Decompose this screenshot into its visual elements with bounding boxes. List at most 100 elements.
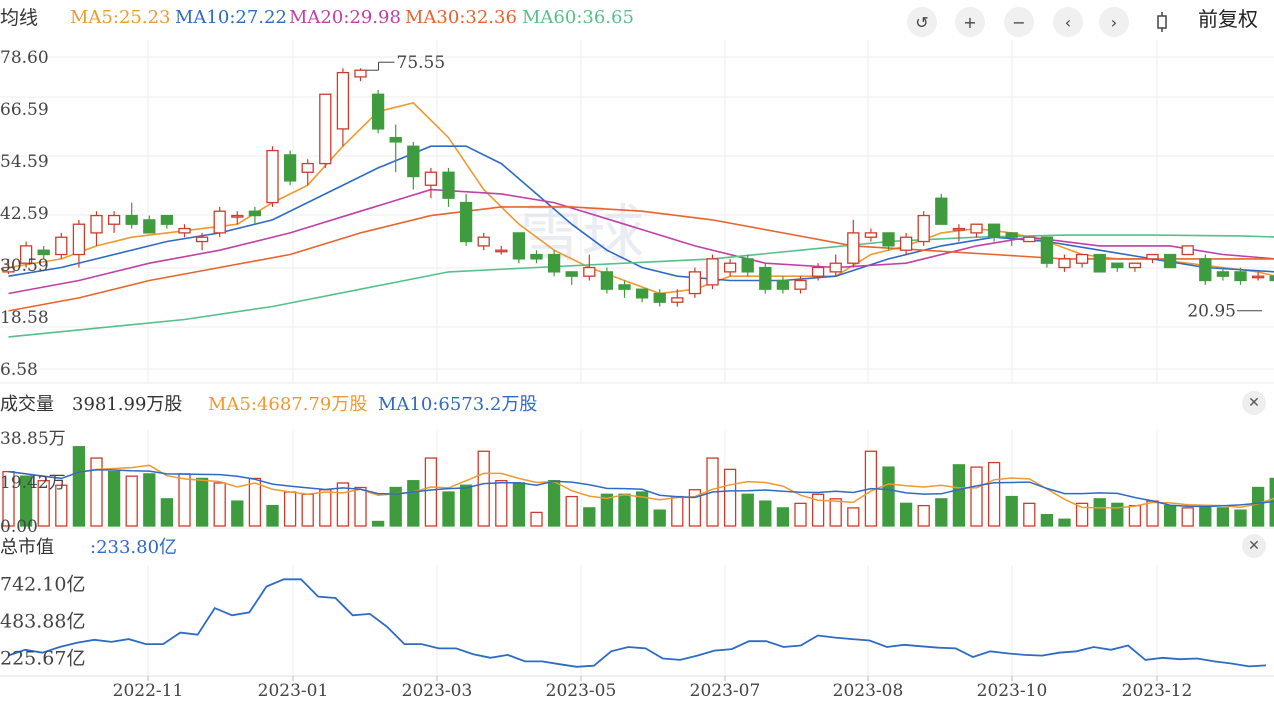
volume-bar (654, 510, 665, 526)
volume-ma10-legend: MA10:6573.2万股 (378, 395, 537, 415)
x-axis-label: 2023-01 (258, 681, 329, 701)
volume-bar (161, 499, 172, 526)
candle-body (883, 233, 894, 246)
volume-bar (109, 472, 120, 526)
candle-body (408, 146, 419, 176)
candle-body (285, 155, 296, 181)
price-tick-label: 18.58 (0, 308, 49, 328)
volume-bar (918, 506, 929, 526)
price-tick-label: 78.60 (0, 48, 49, 68)
x-axis-label: 2023-12 (1122, 681, 1193, 701)
candle-body (1059, 259, 1070, 268)
candle-body (302, 164, 313, 173)
volume-bar (549, 481, 560, 526)
undo-icon[interactable]: ↺ (907, 7, 937, 37)
volume-bar (883, 467, 894, 526)
volume-bar (1059, 519, 1070, 526)
candle-body (901, 237, 912, 250)
candle-body (725, 263, 736, 272)
volume-bar (777, 508, 788, 526)
zoom-in-icon[interactable]: + (955, 7, 985, 37)
candle-body (953, 229, 964, 231)
volume-bar (1253, 487, 1264, 526)
candle-body (971, 224, 982, 233)
candle-body (601, 272, 612, 289)
volume-bar (1024, 503, 1035, 526)
volume-bar (1129, 506, 1140, 526)
candle-body (109, 216, 120, 225)
candle-body (795, 281, 806, 290)
volume-tick-label: 19.42万 (0, 473, 66, 493)
chevron-left-icon[interactable]: ‹ (1053, 7, 1083, 37)
candle-body (56, 237, 67, 254)
price-tick-label: 30.59 (0, 256, 49, 276)
volume-bar (214, 483, 225, 526)
ma-legend-title: 均线 (0, 8, 38, 28)
adjust-mode-button[interactable]: 前复权 (1198, 9, 1258, 29)
volume-bar (1200, 506, 1211, 526)
candle-body (390, 138, 401, 142)
candle-body (478, 237, 489, 246)
volume-bar (742, 494, 753, 526)
candle-body (38, 250, 49, 254)
volume-bar (901, 503, 912, 526)
candle-body (707, 259, 718, 285)
min-price-label: 20.95 (1187, 302, 1236, 322)
volume-bar (584, 508, 595, 526)
chevron-right-icon[interactable]: › (1099, 7, 1129, 37)
market-cap-legend-value: :233.80亿 (90, 538, 177, 558)
volume-bar (302, 494, 313, 526)
candle-body (337, 73, 348, 129)
candle-body (1112, 263, 1123, 267)
volume-bar (267, 506, 278, 526)
candle-body (848, 233, 859, 263)
volume-bar (1094, 499, 1105, 526)
x-axis-label: 2023-05 (546, 681, 617, 701)
volume-bar (1182, 508, 1193, 526)
candle-body (531, 255, 542, 259)
candle-body (232, 216, 243, 218)
candle-body (425, 172, 436, 185)
x-axis-label: 2023-07 (690, 681, 761, 701)
volume-bar (496, 481, 507, 526)
candle-body (161, 216, 172, 225)
volume-bar (531, 512, 542, 526)
volume-bar (126, 476, 137, 526)
volume-bar (830, 499, 841, 526)
candle-body (1129, 263, 1140, 267)
volume-bar (725, 469, 736, 526)
close-market-cap-icon[interactable]: ✕ (1242, 534, 1266, 558)
candle-body (1200, 259, 1211, 281)
volume-bar (408, 481, 419, 526)
candle-body (144, 220, 155, 233)
price-tick-label: 42.59 (0, 204, 49, 224)
volume-bar (619, 494, 630, 526)
volume-legend-value: 3981.99万股 (72, 395, 182, 415)
market-cap-tick-label: 742.10亿 (0, 573, 85, 595)
x-axis-label: 2023-10 (977, 681, 1048, 701)
candle-body (760, 268, 771, 290)
candle-body (654, 294, 665, 303)
volume-bar (249, 478, 260, 526)
volume-bar (672, 497, 683, 526)
candle-body (267, 151, 278, 203)
candlestick-icon[interactable] (1147, 7, 1177, 37)
zoom-out-icon[interactable]: − (1004, 7, 1034, 37)
x-axis-label: 2023-08 (833, 681, 904, 701)
volume-bar (443, 492, 454, 526)
volume-bar (848, 508, 859, 526)
candle-body (584, 268, 595, 277)
price-tick-label: 66.59 (0, 100, 49, 120)
candle-body (73, 224, 84, 254)
volume-bar (91, 458, 102, 526)
volume-bar (425, 458, 436, 526)
volume-bar (337, 483, 348, 526)
volume-bar (1041, 515, 1052, 526)
volume-bar (989, 463, 1000, 526)
close-volume-icon[interactable]: ✕ (1242, 391, 1266, 415)
candle-body (461, 203, 472, 242)
candle-body (619, 285, 630, 289)
